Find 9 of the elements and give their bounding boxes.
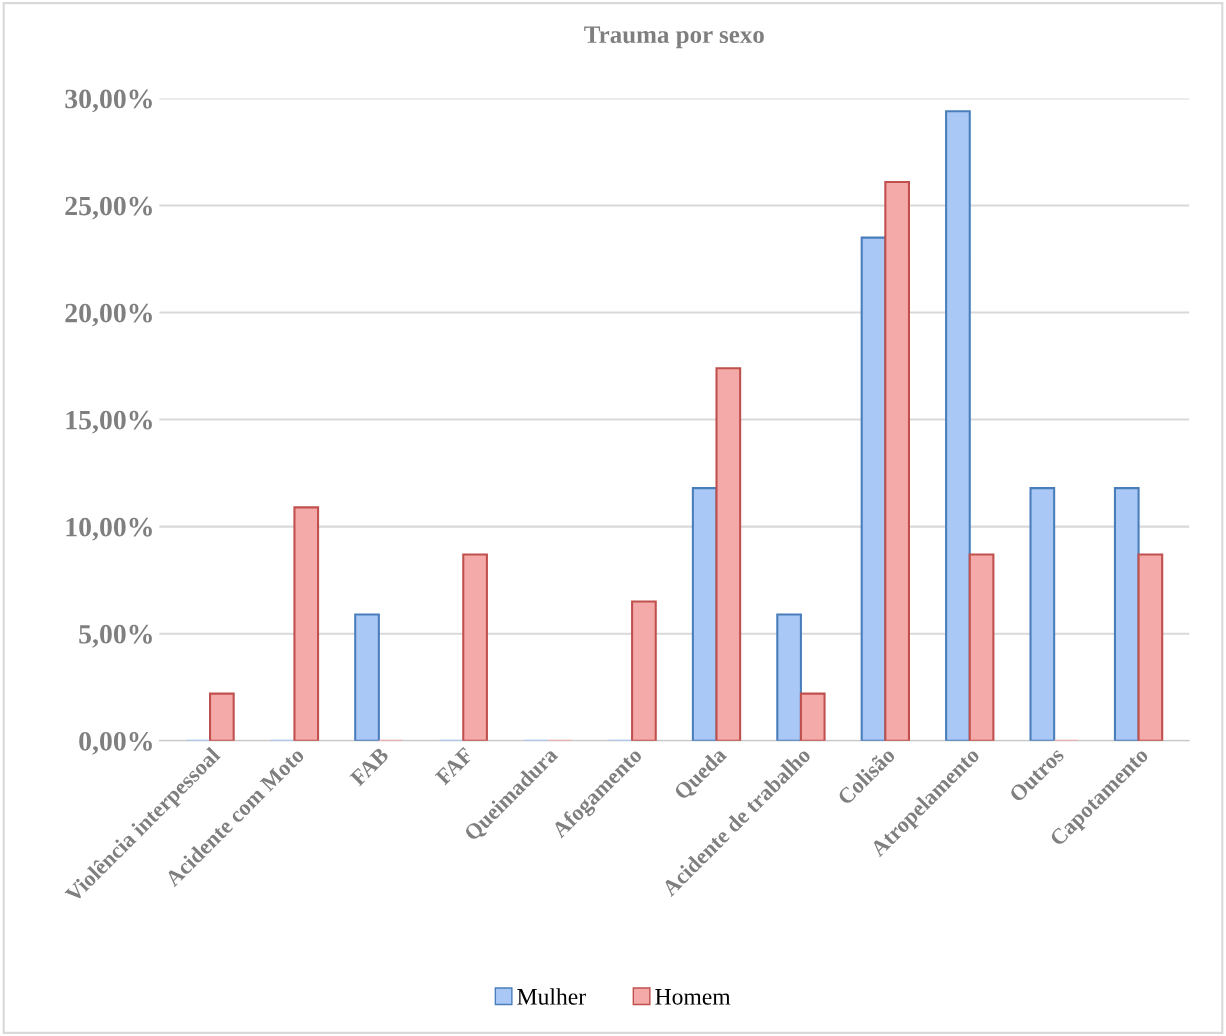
y-tick-label: 5,00% — [79, 624, 152, 648]
y-tick-label: 15,00% — [66, 410, 152, 434]
y-tick-label: 30,00% — [65, 89, 152, 113]
y-tick-label: 20,00% — [65, 303, 152, 327]
y-tick-label: 10,00% — [66, 517, 152, 541]
legend-label: Homem — [655, 989, 731, 1005]
legend-label: Mulher — [517, 988, 586, 1005]
y-tick-label: 25,00% — [65, 196, 152, 220]
chart-title: Trauma por sexo — [584, 26, 764, 49]
